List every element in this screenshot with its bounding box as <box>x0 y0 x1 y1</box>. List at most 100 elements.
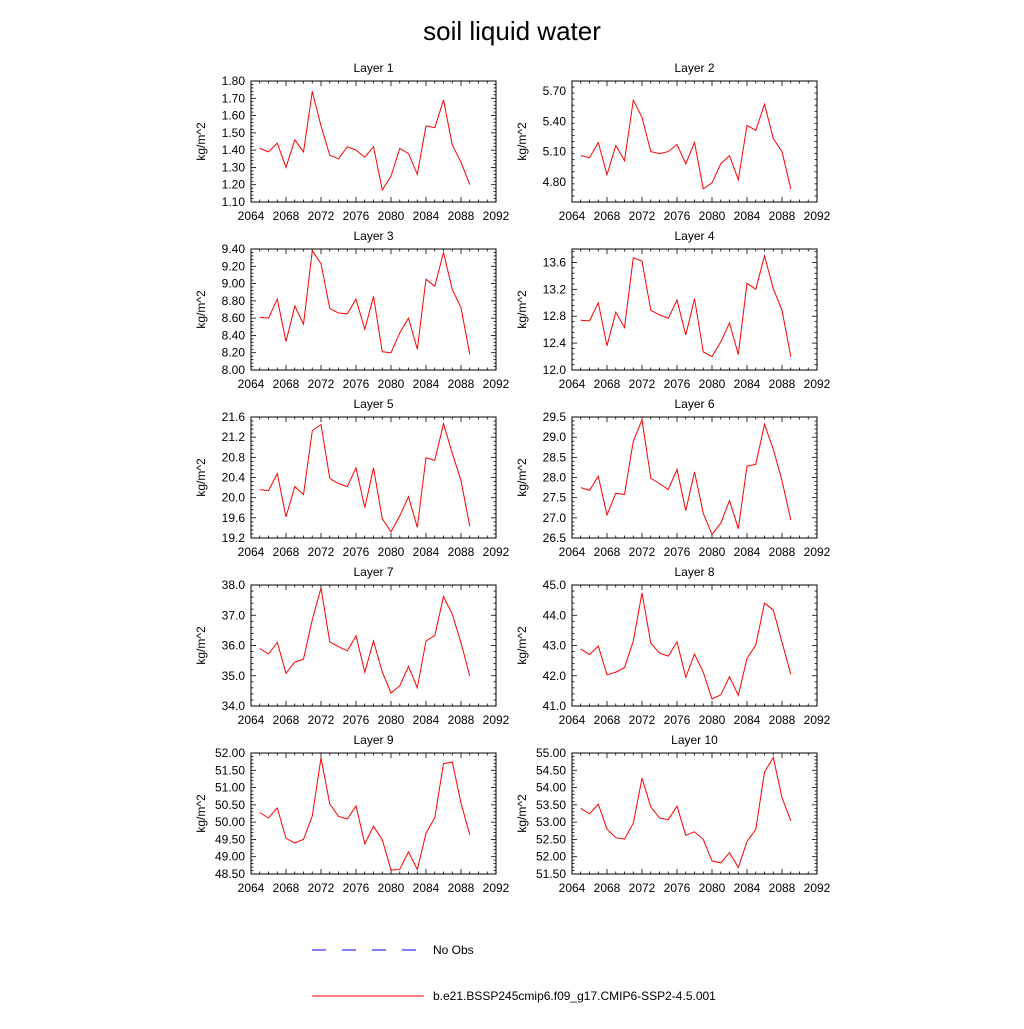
y-tick-label: 52.00 <box>536 850 566 864</box>
x-tick-label: 2072 <box>629 881 656 895</box>
plot-frame <box>250 752 497 875</box>
y-tick-label: 49.50 <box>215 832 245 846</box>
panel-layer-3: Layer 3 2064 2068 2072 2076 2080 2084 2088 2092 8… <box>194 229 510 391</box>
y-tick-label: 5.40 <box>543 114 567 128</box>
x-tick-label: 2080 <box>699 881 726 895</box>
x-tick-label: 2084 <box>734 545 761 559</box>
series-line <box>580 417 792 536</box>
x-tick-label: 2072 <box>629 545 656 559</box>
x-tick-label: 2076 <box>664 377 691 391</box>
panel-title: Layer 3 <box>353 229 393 243</box>
panel-title: Layer 7 <box>353 565 393 579</box>
panel-layer-4: Layer 4 2064 2068 2072 2076 2080 2084 2088 2092 1… <box>515 229 831 391</box>
panel-title: Layer 2 <box>674 61 714 75</box>
y-tick-label: 13.6 <box>543 255 567 269</box>
y-tick-label: 29.5 <box>543 410 567 424</box>
y-tick-label: 1.30 <box>222 160 246 174</box>
panel-title: Layer 6 <box>674 397 714 411</box>
y-tick-label: 38.0 <box>222 578 246 592</box>
x-tick-label: 2092 <box>483 209 510 223</box>
x-tick-label: 2092 <box>804 377 831 391</box>
x-tick-label: 2092 <box>483 377 510 391</box>
x-tick-label: 2080 <box>378 209 405 223</box>
plot-frame <box>250 80 497 203</box>
y-tick-label: 48.50 <box>215 867 245 881</box>
y-tick-label: 19.6 <box>222 511 246 525</box>
x-tick-label: 2080 <box>378 377 405 391</box>
y-tick-label: 1.40 <box>222 143 246 157</box>
x-tick-label: 2088 <box>448 377 475 391</box>
y-tick-label: 1.60 <box>222 109 246 123</box>
x-tick-label: 2064 <box>238 377 265 391</box>
x-tick-label: 2076 <box>664 209 691 223</box>
y-tick-label: 27.5 <box>543 491 567 505</box>
plot-frame <box>571 584 818 707</box>
x-tick-label: 2068 <box>273 209 300 223</box>
y-tick-label: 8.80 <box>222 294 246 308</box>
x-tick-label: 2076 <box>343 713 370 727</box>
x-tick-label: 2064 <box>559 209 586 223</box>
y-tick-label: 4.80 <box>543 175 567 189</box>
y-tick-label: 1.70 <box>222 91 246 105</box>
x-tick-label: 2084 <box>413 713 440 727</box>
x-tick-label: 2076 <box>664 713 691 727</box>
y-tick-label: 8.40 <box>222 328 246 342</box>
series-line <box>259 421 471 533</box>
x-tick-label: 2080 <box>699 377 726 391</box>
y-tick-label: 45.0 <box>543 578 567 592</box>
y-tick-label: 20.0 <box>222 491 246 505</box>
plot-frame <box>571 416 818 539</box>
x-tick-label: 2064 <box>559 377 586 391</box>
panel-layer-5: Layer 5 2064 2068 2072 2076 2080 2084 2088 2092 1… <box>194 397 510 559</box>
x-tick-label: 2088 <box>769 377 796 391</box>
x-tick-label: 2084 <box>413 209 440 223</box>
x-tick-label: 2084 <box>734 209 761 223</box>
x-tick-label: 2088 <box>448 881 475 895</box>
x-tick-label: 2064 <box>559 545 586 559</box>
x-tick-label: 2068 <box>594 713 621 727</box>
y-tick-label: 13.2 <box>543 282 567 296</box>
y-tick-label: 54.00 <box>536 781 566 795</box>
plot-frame <box>571 752 818 875</box>
series-line <box>580 592 792 700</box>
x-tick-label: 2076 <box>343 209 370 223</box>
y-tick-label: 34.0 <box>222 699 246 713</box>
panel-layer-8: Layer 8 2064 2068 2072 2076 2080 2084 2088 2092 4… <box>515 565 831 727</box>
panel-title: Layer 9 <box>353 733 393 747</box>
x-tick-label: 2084 <box>413 881 440 895</box>
y-tick-label: 8.20 <box>222 346 246 360</box>
y-tick-label: 50.50 <box>215 798 245 812</box>
x-tick-label: 2072 <box>308 377 335 391</box>
x-tick-label: 2068 <box>273 713 300 727</box>
y-tick-label: 49.00 <box>215 850 245 864</box>
y-tick-label: 53.50 <box>536 798 566 812</box>
x-tick-label: 2068 <box>273 545 300 559</box>
y-tick-label: 1.80 <box>222 74 246 88</box>
x-tick-label: 2072 <box>308 545 335 559</box>
x-tick-label: 2092 <box>804 209 831 223</box>
y-tick-label: 28.0 <box>543 471 567 485</box>
x-tick-label: 2072 <box>308 881 335 895</box>
x-tick-label: 2068 <box>594 209 621 223</box>
y-tick-label: 21.6 <box>222 410 246 424</box>
panel-title: Layer 4 <box>674 229 714 243</box>
y-axis-label: kg/m^2 <box>515 122 529 161</box>
y-tick-label: 8.60 <box>222 311 246 325</box>
panel-layer-9: Layer 9 2064 2068 2072 2076 2080 2084 2088 2092 4… <box>194 733 510 895</box>
y-tick-label: 52.50 <box>536 832 566 846</box>
y-tick-label: 1.50 <box>222 126 246 140</box>
x-tick-label: 2076 <box>664 545 691 559</box>
x-tick-label: 2092 <box>804 713 831 727</box>
x-tick-label: 2080 <box>699 209 726 223</box>
y-tick-label: 19.2 <box>222 531 246 545</box>
x-tick-label: 2088 <box>769 545 796 559</box>
x-tick-label: 2076 <box>343 377 370 391</box>
x-tick-label: 2088 <box>448 209 475 223</box>
panel-layer-7: Layer 7 2064 2068 2072 2076 2080 2084 2088 2092 3… <box>194 565 510 727</box>
y-axis-label: kg/m^2 <box>194 458 208 497</box>
x-tick-label: 2080 <box>699 545 726 559</box>
x-tick-label: 2092 <box>483 713 510 727</box>
x-tick-label: 2072 <box>629 209 656 223</box>
